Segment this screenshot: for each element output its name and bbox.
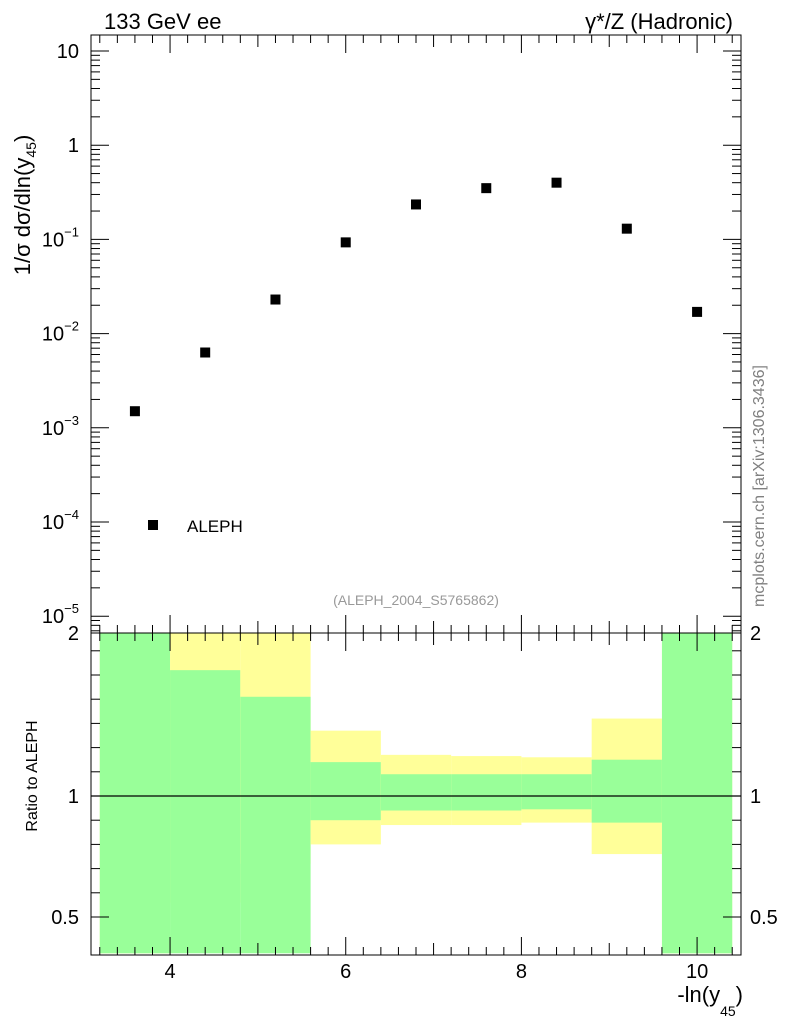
x-tick-label: 8: [516, 961, 527, 983]
x-axis-title-tail: ): [736, 982, 743, 1007]
y-tick-label-exponent: −3: [64, 413, 79, 428]
y-tick-label: 10−1: [42, 224, 79, 251]
data-point-marker: [129, 406, 140, 417]
y-axis-title-main: 1/σ dσ/dln(y: [10, 158, 35, 276]
y-axis-title: 1/σ dσ/dln(y45): [10, 135, 39, 276]
y-tick-label: 1: [68, 135, 79, 157]
data-markers: [129, 177, 703, 417]
data-point-marker: [481, 183, 492, 194]
x-tick-label: 6: [340, 961, 351, 983]
y-tick-label: 10−4: [42, 507, 79, 534]
ratio-band-inner-5: [451, 774, 522, 811]
data-point-marker: [551, 177, 562, 188]
y-tick-label-exponent: −2: [64, 319, 79, 334]
ratio-y-axis-title: Ratio to ALEPH: [24, 720, 41, 831]
y-tick-label: 10−2: [42, 319, 79, 346]
y-tick-label-base: 10: [42, 229, 64, 251]
legend-label: ALEPH: [187, 517, 243, 536]
y-tick-label: 10: [57, 41, 79, 63]
data-point-marker: [340, 237, 351, 248]
x-axis-title: -ln(y45): [677, 982, 743, 1019]
y-tick-label: 10−3: [42, 413, 79, 440]
y-tick-label-base: 10: [42, 606, 64, 628]
ratio-tick-label-right: 1: [750, 786, 761, 808]
x-axis-title-main: -ln(y: [677, 982, 720, 1007]
ratio-band-inner-2: [240, 696, 311, 954]
y-tick-label-exponent: −1: [64, 224, 79, 239]
y-tick-label-base: 10: [42, 512, 64, 534]
analysis-id-label: (ALEPH_2004_S5765862): [333, 592, 499, 608]
y-axis-title-tail: ): [10, 135, 35, 142]
ratio-tick-label-right: 2: [750, 623, 761, 645]
y-tick-label-exponent: −4: [64, 507, 79, 522]
ratio-tick-label-left: 0.5: [51, 907, 79, 929]
ratio-band-inner-4: [380, 774, 452, 811]
y-tick-label-base: 10: [42, 418, 64, 440]
y-tick-label-exponent: −5: [64, 601, 79, 616]
ratio-band-group: [99, 633, 733, 954]
side-source-label: mcplots.cern.ch [arXiv:1306.3436]: [751, 365, 768, 607]
y-tick-label-base: 10: [42, 324, 64, 346]
data-point-marker: [621, 223, 632, 234]
data-point-marker: [270, 294, 281, 305]
x-axis-title-subscript: 45: [720, 1003, 736, 1019]
ratio-tick-label-left: 1: [68, 786, 79, 808]
ratio-band-inner-3: [310, 762, 381, 821]
ratio-tick-label-left: 2: [68, 623, 79, 645]
ratio-band-inner-8: [661, 633, 733, 954]
y-tick-label: 10−5: [42, 601, 79, 628]
ratio-band-inner-7: [591, 759, 662, 823]
ratio-band-inner-6: [521, 774, 592, 810]
x-tick-label: 4: [164, 961, 175, 983]
ratio-tick-label-right: 0.5: [750, 907, 778, 929]
ratio-band-inner-0: [99, 633, 171, 954]
ratio-band-inner-1: [170, 670, 241, 954]
data-point-marker: [200, 347, 211, 358]
legend-marker: [148, 520, 158, 530]
header-right-label: γ*/Z (Hadronic): [585, 9, 733, 34]
data-point-marker: [411, 199, 421, 210]
axis-ticks: [91, 35, 741, 955]
header-left-label: 133 GeV ee: [104, 9, 221, 34]
y-axis-title-subscript: 45: [23, 142, 39, 158]
data-point-marker: [692, 306, 703, 317]
x-tick-label: 10: [686, 961, 708, 983]
